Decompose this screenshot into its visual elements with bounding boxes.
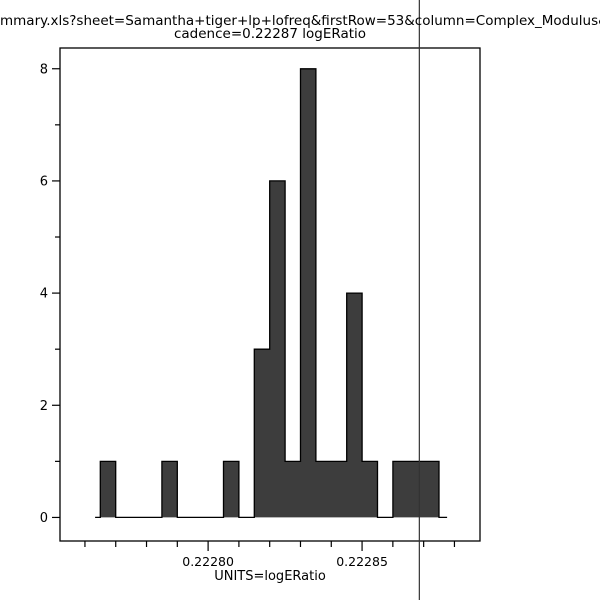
x-tick-label: 0.22280 — [182, 554, 234, 569]
x-axis-label: UNITS=logERatio — [214, 569, 326, 584]
x-tick-label: 0.22285 — [336, 554, 388, 569]
y-tick-label: 8 — [40, 62, 48, 77]
y-tick-label: 4 — [40, 287, 48, 302]
y-tick-label: 6 — [40, 174, 48, 189]
y-tick-label: 2 — [40, 399, 48, 414]
figure-title-line1: mmary.xls?sheet=Samantha+tiger+lp+lofreq… — [0, 13, 600, 29]
y-tick-label: 0 — [40, 511, 48, 526]
histogram-bars — [95, 68, 448, 519]
figure-title-line2: cadence=0.22287 logERatio — [173, 26, 367, 42]
